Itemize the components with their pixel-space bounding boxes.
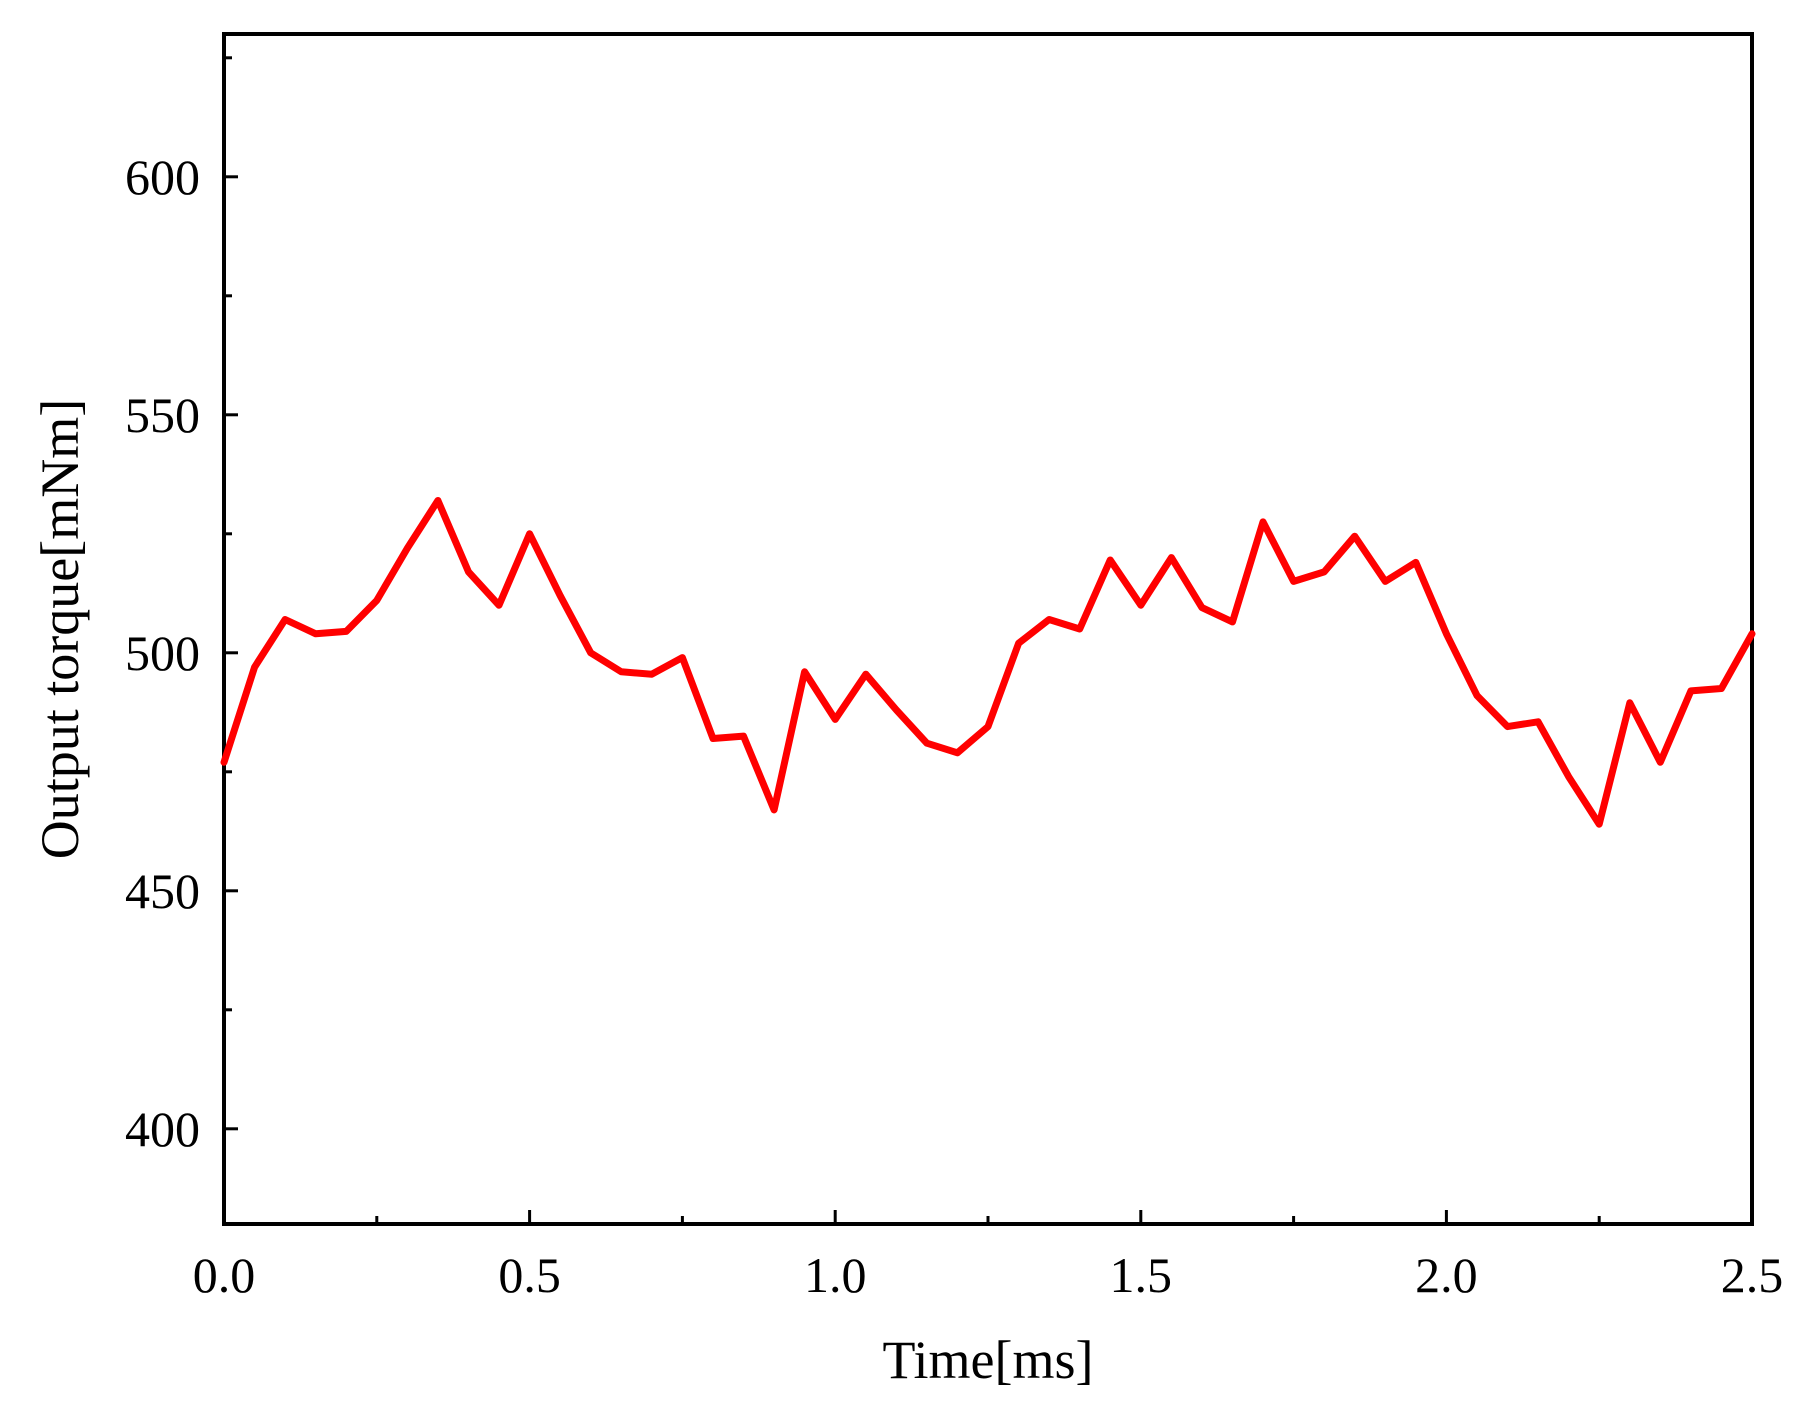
x-tick-label: 0.0 [193, 1247, 256, 1303]
y-axis-tick-labels: 400 450 500 550 600 [125, 149, 200, 1157]
y-tick-label: 450 [125, 863, 200, 919]
series-line [220, 497, 1756, 828]
x-tick-label: 0.5 [498, 1247, 561, 1303]
series-group [220, 497, 1756, 828]
y-axis-title: Output torque[mNm] [30, 399, 90, 859]
x-tick-label: 2.0 [1415, 1247, 1478, 1303]
x-axis-ticks [222, 1210, 1754, 1224]
x-axis-tick-labels: 0.0 0.5 1.0 1.5 2.0 2.5 [193, 1247, 1784, 1303]
x-tick-label: 1.0 [804, 1247, 867, 1303]
y-tick-label: 550 [125, 387, 200, 443]
y-axis-ticks [224, 56, 238, 1131]
x-tick-label: 1.5 [1110, 1247, 1173, 1303]
plot-frame [222, 32, 1754, 1226]
y-tick-label: 400 [125, 1101, 200, 1157]
y-tick-label: 600 [125, 149, 200, 205]
x-axis-title: Time[ms] [882, 1330, 1093, 1390]
x-tick-label: 2.5 [1721, 1247, 1784, 1303]
y-tick-label: 500 [125, 625, 200, 681]
